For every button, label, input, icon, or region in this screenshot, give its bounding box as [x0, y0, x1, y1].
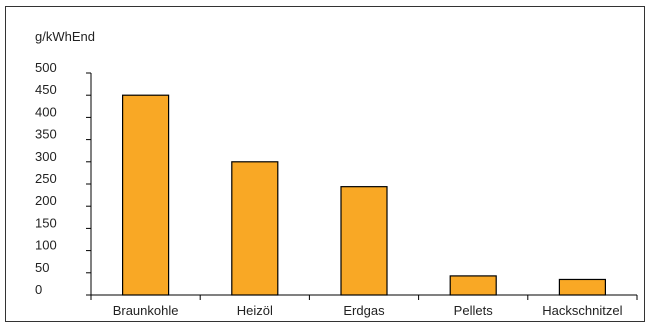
x-tick-label: Pellets: [454, 303, 494, 318]
y-tick-label: 400: [35, 104, 57, 119]
y-tick-label: 450: [35, 82, 57, 97]
bar-hackschnitzel: [558, 278, 607, 296]
y-tick-label: 300: [35, 149, 57, 164]
bar-braunkohle: [121, 94, 170, 296]
y-tick-label: 500: [35, 60, 57, 75]
y-axis-ticks: 0 50 100 150 200 250 300 350 400 450 500: [35, 60, 91, 297]
y-tick-label: 50: [35, 260, 49, 275]
y-tick-label: 200: [35, 193, 57, 208]
y-tick-label: 350: [35, 127, 57, 142]
bar-pellets: [449, 275, 497, 296]
y-tick-label: 0: [35, 282, 42, 297]
bar-erdgas: [340, 186, 388, 296]
x-tick-label: Hackschnitzel: [542, 303, 622, 318]
y-tick-label: 150: [35, 215, 57, 230]
bars: [121, 94, 607, 296]
y-axis-unit-label: g/kWhEnd: [35, 29, 95, 44]
x-axis-ticks: Braunkohle Heizöl Erdgas Pellets Hackschnitz…: [90, 295, 638, 318]
y-tick-label: 100: [35, 238, 57, 253]
x-tick-label: Heizöl: [237, 303, 273, 318]
bar-heizöl: [231, 161, 279, 296]
y-tick-label: 250: [35, 171, 57, 186]
x-tick-label: Erdgas: [343, 303, 385, 318]
x-tick-label: Braunkohle: [113, 303, 179, 318]
chart-frame: [5, 6, 645, 322]
